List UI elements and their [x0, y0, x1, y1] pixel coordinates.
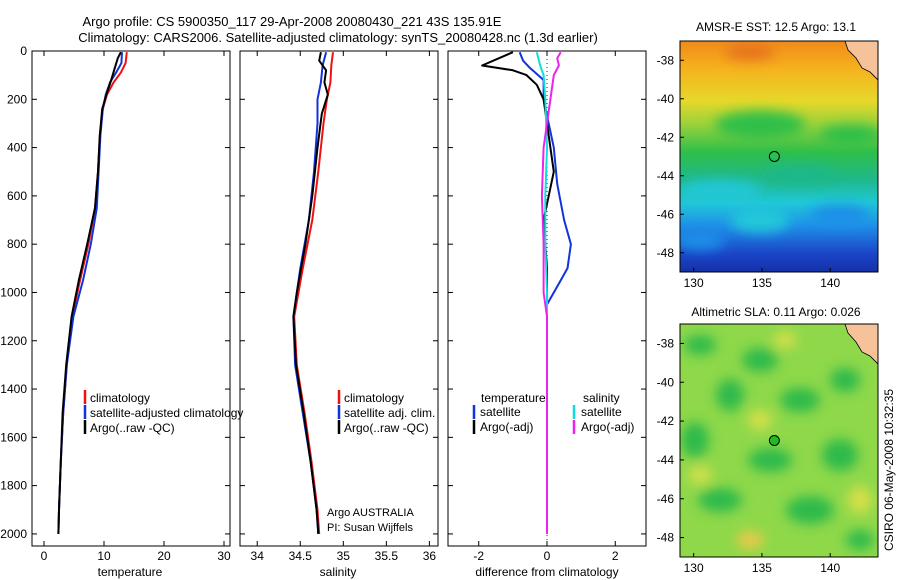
sst-map-title: AMSR-E SST: 12.5 Argo: 13.1 [696, 20, 856, 34]
legend-label-climatology: climatology [90, 391, 150, 405]
legend-label-argo: Argo(..raw -QC) [344, 421, 429, 435]
salinity-x-axis: 34 34.5 35 35.5 36 [251, 51, 437, 563]
figure-title-line2: Climatology: CARS2006. Satellite-adjuste… [78, 30, 598, 45]
difference-series-group [481, 51, 572, 534]
map-y-tick-label: -48 [657, 531, 675, 545]
map-y-tick-label: -44 [657, 169, 675, 183]
map-y-tick-label: -40 [657, 92, 675, 106]
timestamp-stamp: CSIRO 06-May-2008 10:32:35 [882, 389, 896, 551]
sla-map-axes: 130 135 140 -38 -40 -42 -44 -46 -48 [657, 336, 841, 575]
x-tick-label: 35.5 [375, 549, 399, 563]
sla-argo-location-marker [768, 435, 780, 446]
map-y-tick-label: -40 [657, 375, 675, 389]
salinity-legend: climatology satellite adj. clim. Argo(..… [337, 390, 435, 435]
legend-label-sal-satellite: satellite [581, 405, 622, 419]
x-tick-label: 35 [337, 549, 351, 563]
y-tick-label: 600 [7, 189, 27, 203]
x-tick-label: 34.5 [289, 549, 313, 563]
temperature-panel-frame [31, 50, 231, 547]
map-x-tick-label: 135 [752, 276, 772, 290]
map-y-tick-label: -38 [657, 53, 675, 67]
map-y-tick-label: -46 [657, 207, 675, 221]
credit-line2: PI: Susan Wijffels [327, 522, 413, 534]
depth-axis: 0 200 400 600 800 1000 1200 1400 1600 1800 2000 [0, 44, 646, 541]
sst-argo-location-marker [768, 151, 780, 162]
x-tick-label: -2 [473, 549, 484, 563]
series-line-temperature-satellite [518, 51, 572, 534]
series-line-argo-raw-qc- [292, 52, 329, 534]
y-tick-label: 2000 [0, 527, 27, 541]
y-tick-label: 1600 [0, 430, 27, 444]
map-x-tick-label: 135 [752, 561, 772, 575]
x-tick-label: 0 [41, 549, 48, 563]
y-tick-label: 0 [20, 44, 27, 58]
map-x-tick-label: 140 [820, 276, 840, 290]
salinity-xlabel: salinity [320, 565, 357, 579]
y-tick-label: 1400 [0, 382, 27, 396]
map-y-tick-label: -48 [657, 246, 675, 260]
x-tick-label: 30 [217, 549, 231, 563]
legend-label-satellite-adjusted: satellite-adjusted climatology [90, 406, 243, 420]
series-line-salinity-argo-adj- [540, 51, 562, 534]
sst-map-axes: 130 135 140 -38 -40 -42 -44 -46 -48 [657, 53, 841, 290]
y-tick-label: 1200 [0, 334, 27, 348]
x-tick-label: 0 [544, 549, 551, 563]
y-tick-label: 800 [7, 237, 27, 251]
map-y-tick-label: -42 [657, 414, 675, 428]
sst-map-frame [679, 40, 879, 273]
map-x-tick-label: 130 [684, 276, 704, 290]
legend-label-argo: Argo(..raw -QC) [90, 421, 175, 435]
series-line-satellite-adjusted-climatology [57, 52, 123, 534]
x-tick-label: 20 [157, 549, 171, 563]
legend-label-temp-satellite: satellite [480, 405, 521, 419]
temperature-xlabel: temperature [98, 565, 163, 579]
map-x-tick-label: 130 [684, 561, 704, 575]
x-tick-label: 36 [423, 549, 437, 563]
y-tick-label: 400 [7, 141, 27, 155]
difference-legend: temperature satellite Argo(-adj) salinit… [472, 391, 634, 434]
salinity-series-group [292, 51, 334, 534]
sst-map-field [680, 41, 878, 272]
legend-label-sal-argo: Argo(-adj) [581, 420, 634, 434]
credit-line1: Argo AUSTRALIA [327, 507, 414, 519]
temperature-x-axis: 0 10 20 30 [41, 51, 231, 563]
x-tick-label: 10 [97, 549, 111, 563]
map-y-tick-label: -46 [657, 492, 675, 506]
series-line-salinity-satellite [535, 51, 548, 534]
legend-heading-temperature: temperature [481, 391, 546, 405]
map-x-tick-label: 140 [820, 561, 840, 575]
map-y-tick-label: -44 [657, 453, 675, 467]
sla-map-title: Altimetric SLA: 0.11 Argo: 0.026 [691, 305, 861, 319]
legend-heading-salinity: salinity [583, 391, 620, 405]
y-tick-label: 1800 [0, 479, 27, 493]
x-tick-label: 2 [612, 549, 619, 563]
map-y-tick-label: -38 [657, 336, 675, 350]
map-y-tick-label: -42 [657, 130, 675, 144]
figure-title-line1: Argo profile: CS 5900350_117 29-Apr-2008… [83, 14, 502, 29]
legend-label-climatology: climatology [344, 391, 404, 405]
salinity-panel-frame [239, 50, 439, 547]
y-tick-label: 200 [7, 92, 27, 106]
legend-label-temp-argo: Argo(-adj) [480, 420, 533, 434]
x-tick-label: 34 [251, 549, 265, 563]
temperature-series-group [57, 51, 128, 534]
series-line-climatology [293, 52, 334, 534]
y-tick-label: 1000 [0, 285, 27, 299]
legend-label-satellite-adj: satellite adj. clim. [344, 406, 435, 420]
sla-map-frame [679, 323, 879, 558]
difference-x-axis: -2 0 2 [473, 51, 619, 563]
series-line-climatology [57, 52, 128, 534]
difference-xlabel: difference from climatology [475, 565, 618, 579]
temperature-legend: climatology satellite-adjusted climatolo… [83, 390, 243, 435]
series-line-argo-raw-qc- [57, 51, 122, 534]
